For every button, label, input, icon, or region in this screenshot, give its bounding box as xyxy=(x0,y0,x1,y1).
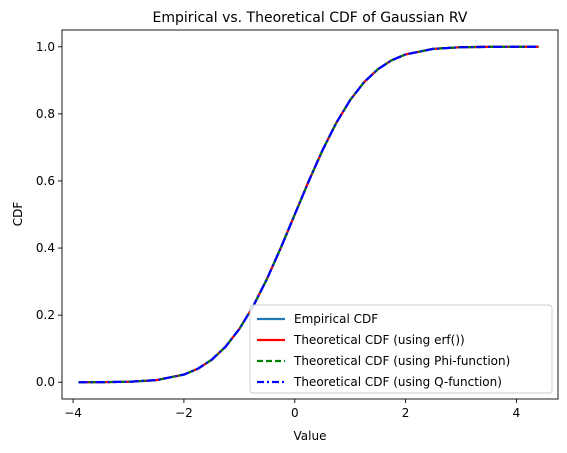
legend: Empirical CDF Theoretical CDF (using erf(… xyxy=(249,304,553,394)
y-tick-label: 1.0 xyxy=(36,40,55,54)
series-line-4 xyxy=(78,45,539,384)
x-tick-label: 0 xyxy=(291,406,299,420)
x-tick-label: 2 xyxy=(402,406,410,420)
x-axis-label: Value xyxy=(294,429,327,443)
y-tick-label: 0.8 xyxy=(36,107,55,121)
y-tick-label: 0.0 xyxy=(36,375,55,389)
x-tick-label: −4 xyxy=(64,406,82,420)
y-tick-label: 0.6 xyxy=(36,174,55,188)
x-axis: −4 −2 0 2 4 xyxy=(64,399,520,420)
chart-title: Empirical vs. Theoretical CDF of Gaussia… xyxy=(153,10,468,26)
y-axis: 0.0 0.2 0.4 0.6 0.8 1.0 xyxy=(36,40,62,389)
legend-entry-label: Empirical CDF xyxy=(294,312,378,326)
x-tick-label: 4 xyxy=(513,406,521,420)
legend-box xyxy=(249,304,553,394)
legend-entry-label: Theoretical CDF (using Phi-function) xyxy=(293,354,510,368)
y-tick-label: 0.2 xyxy=(36,308,55,322)
x-tick-label: −2 xyxy=(175,406,193,420)
legend-entry-label: Theoretical CDF (using Q-function) xyxy=(293,375,502,389)
y-tick-label: 0.4 xyxy=(36,241,55,255)
legend-entry-label: Theoretical CDF (using erf()) xyxy=(293,333,465,347)
plot-frame xyxy=(61,29,559,400)
series-lines xyxy=(78,45,539,384)
y-axis-label: CDF xyxy=(11,202,25,227)
plot-area xyxy=(78,45,539,384)
